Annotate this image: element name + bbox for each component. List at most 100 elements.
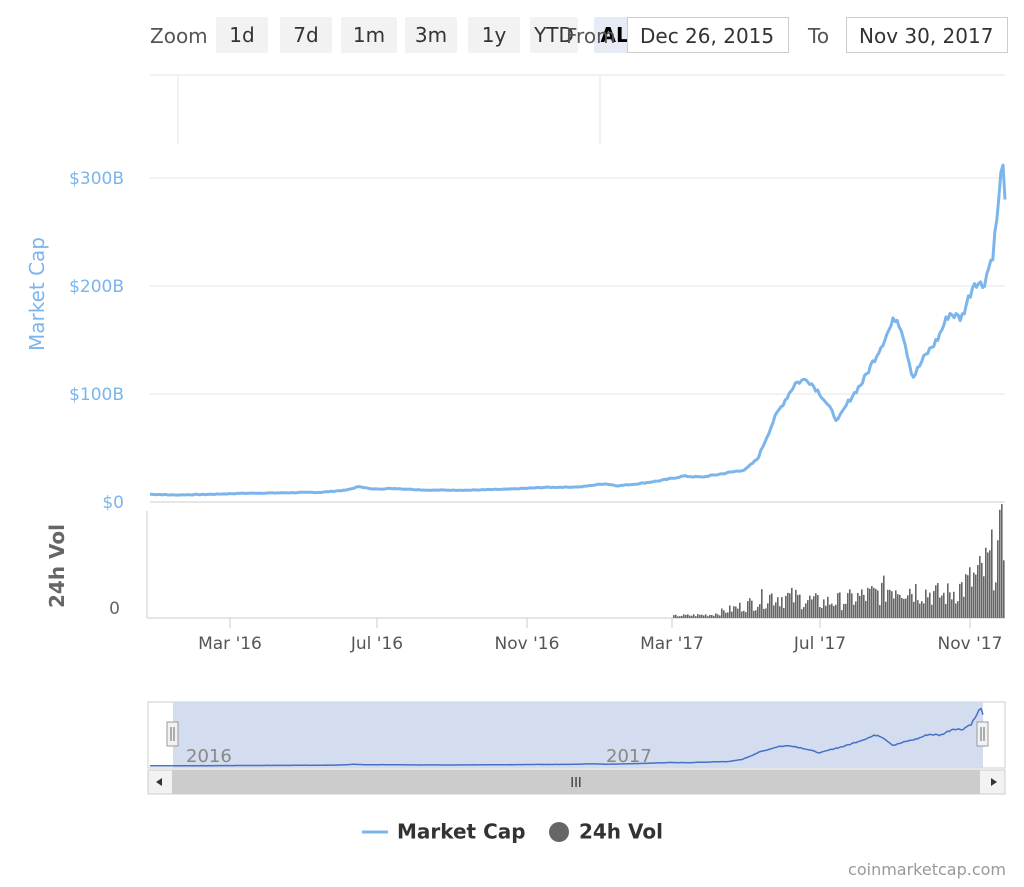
volume-bar — [717, 614, 719, 618]
legend-item-volume[interactable]: 24h Vol — [548, 818, 663, 844]
navigator-handle-right[interactable] — [976, 721, 989, 747]
volume-bar — [791, 587, 793, 618]
scroll-right-arrow-icon[interactable] — [991, 778, 997, 786]
volume-bar — [837, 593, 839, 618]
legend: Market Cap 24h Vol — [0, 818, 1024, 848]
navigator-label-2016: 2016 — [186, 746, 232, 767]
to-date-input[interactable]: Nov 30, 2017 — [846, 17, 1008, 53]
volume-bar — [991, 529, 993, 618]
volume-bar — [897, 594, 899, 618]
volume-bar — [883, 575, 885, 618]
zoom-button-1d[interactable]: 1d — [216, 17, 268, 53]
volume-bar — [843, 604, 845, 618]
navigator-handle-left[interactable] — [166, 721, 179, 747]
scrollbar-grip: III — [570, 776, 582, 791]
y-tick-label: $300B — [69, 169, 124, 189]
x-axis-ticks: Mar '16 Jul '16 Nov '16 Mar '17 Jul '17 Nov '… — [198, 618, 1002, 654]
volume-bar — [705, 614, 707, 618]
volume-bar — [945, 604, 947, 618]
volume-bar — [821, 608, 823, 618]
volume-bar — [787, 592, 789, 618]
y-tick-label: $200B — [69, 277, 124, 297]
x-tick-label: Nov '16 — [495, 634, 560, 654]
volume-tick-label: 0 — [109, 599, 120, 619]
zoom-button-ytd[interactable]: YTD — [530, 17, 578, 53]
legend-item-market-cap[interactable]: Market Cap — [360, 818, 526, 844]
volume-bar — [693, 614, 695, 618]
x-tick-label: Jul '16 — [350, 634, 403, 654]
volume-bar — [763, 608, 765, 618]
volume-bar — [923, 603, 925, 618]
volume-bar — [803, 607, 805, 618]
volume-bar — [859, 595, 861, 618]
to-label: To — [808, 24, 830, 48]
volume-bar — [813, 596, 815, 618]
volume-bar — [751, 600, 753, 618]
volume-bar — [993, 590, 995, 618]
volume-bar — [981, 562, 983, 618]
volume-bar — [757, 606, 759, 618]
legend-label-volume: 24h Vol — [578, 819, 663, 844]
volume-bar — [735, 606, 737, 618]
volume-bar — [961, 582, 963, 618]
volume-bar — [701, 614, 703, 618]
credit-link[interactable]: coinmarketcap.com — [848, 860, 1006, 879]
volume-bar — [1003, 560, 1005, 618]
volume-bar — [967, 575, 969, 618]
volume-bar — [769, 594, 771, 618]
volume-bar — [963, 596, 965, 618]
volume-bar — [729, 605, 731, 618]
volume-bar — [997, 540, 999, 618]
volume-bar — [965, 574, 967, 618]
volume-bar — [941, 595, 943, 618]
navigator-series-line — [150, 707, 984, 767]
volume-bar — [731, 611, 733, 618]
scroll-left-arrow-icon[interactable] — [156, 778, 162, 786]
zoom-button-3m[interactable]: 3m — [405, 17, 457, 53]
zoom-label: Zoom — [150, 24, 208, 48]
volume-bar — [725, 612, 727, 618]
volume-bar — [839, 592, 841, 618]
volume-bar — [807, 600, 809, 618]
volume-bar — [905, 598, 907, 618]
volume-bar — [719, 615, 721, 618]
volume-bar — [679, 616, 681, 618]
zoom-button-1y[interactable]: 1y — [468, 17, 520, 53]
navigator-label-2017: 2017 — [606, 746, 652, 767]
volume-bar — [893, 598, 895, 618]
volume-bar — [743, 610, 745, 618]
volume-bar — [849, 589, 851, 618]
volume-bar — [999, 509, 1001, 618]
volume-bar — [801, 609, 803, 618]
volume-bar — [851, 593, 853, 618]
grid-lines — [150, 177, 1005, 503]
from-date-input[interactable]: Dec 26, 2015 — [627, 17, 789, 53]
market-cap-series-line — [150, 163, 1007, 497]
volume-bar — [745, 612, 747, 618]
scrollbar-thumb[interactable] — [172, 770, 980, 794]
scrollbar[interactable]: III — [147, 769, 1006, 795]
volume-bar — [673, 615, 675, 618]
volume-bar — [683, 614, 685, 618]
volume-bar — [957, 601, 959, 618]
from-label: From — [566, 24, 616, 48]
volume-bar — [959, 583, 961, 618]
volume-bar — [691, 615, 693, 618]
y-axis-ticks: $0 $100B $200B $300B 0 — [69, 169, 124, 619]
y-axis-label-market-cap: Market Cap — [25, 237, 49, 351]
volume-bar — [919, 603, 921, 618]
volume-bar — [951, 599, 953, 618]
volume-bar — [847, 593, 849, 618]
volume-bar — [831, 603, 833, 618]
range-selector: Zoom 1d 7d 1m 3m 1y YTD ALL From Dec 26, 2015 … — [0, 0, 1024, 70]
navigator-selection[interactable] — [173, 702, 983, 768]
zoom-button-1m[interactable]: 1m — [341, 17, 397, 53]
volume-bar — [833, 605, 835, 618]
volume-bar — [845, 603, 847, 618]
volume-bar — [971, 586, 973, 618]
volume-bar — [915, 584, 917, 618]
volume-bar — [933, 591, 935, 618]
zoom-button-7d[interactable]: 7d — [280, 17, 332, 53]
volume-bar — [827, 596, 829, 618]
y-tick-label: $100B — [69, 385, 124, 405]
